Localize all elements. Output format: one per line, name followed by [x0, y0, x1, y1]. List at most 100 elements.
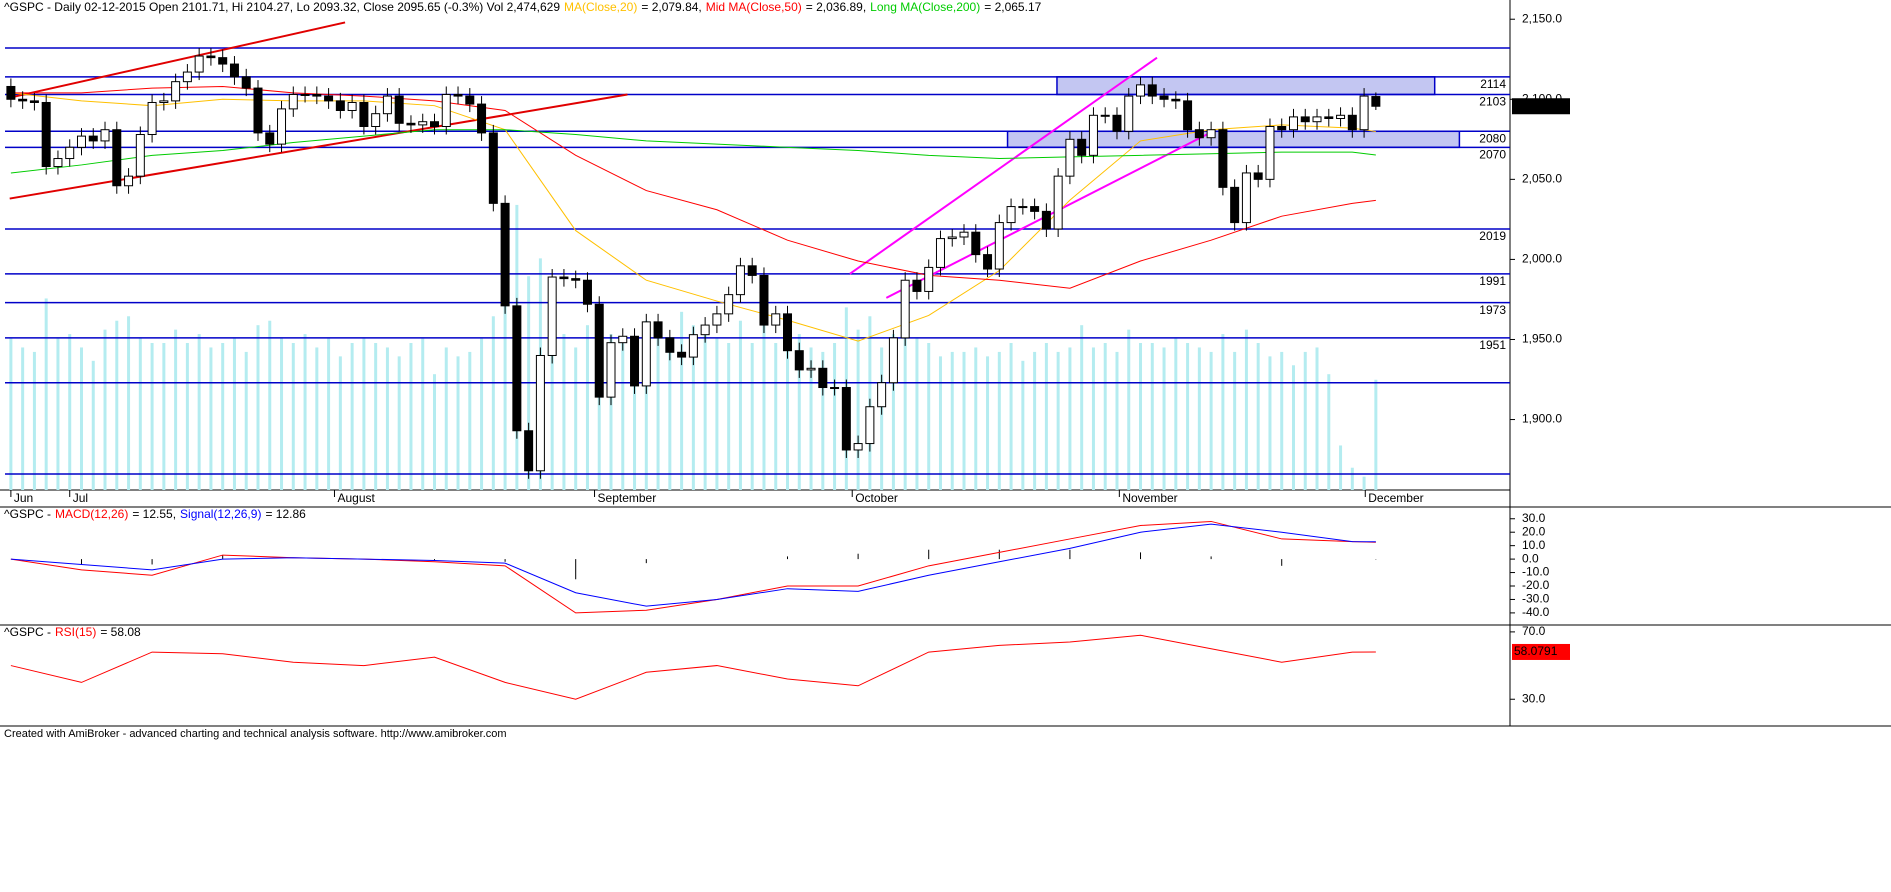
volume-bar — [997, 351, 1001, 490]
candle-body — [1124, 95, 1134, 132]
candle-body — [665, 337, 675, 353]
volume-bar — [1350, 467, 1354, 490]
candle-body — [241, 76, 251, 89]
level-label: 2114 — [1480, 77, 1506, 91]
y-tick-label: -20.0 — [1522, 578, 1550, 592]
candle-body — [606, 342, 616, 398]
panel-title: ^GSPC - — [4, 625, 51, 639]
x-tick-label: Jun — [14, 491, 33, 505]
candle-body — [959, 231, 969, 238]
level-label: 1951 — [1479, 338, 1506, 352]
candle-body — [1147, 84, 1157, 97]
y-tick-label: 2,100.0 — [1522, 91, 1562, 105]
volume-bar — [644, 320, 648, 490]
y-tick-label: 70.0 — [1522, 624, 1546, 638]
last-value-box — [1512, 643, 1570, 660]
volume-bar — [574, 347, 578, 490]
candle-body — [312, 93, 322, 97]
volume-bar — [350, 343, 354, 490]
volume-bar — [1221, 334, 1225, 490]
candle-body — [935, 238, 945, 268]
candle-body — [477, 103, 487, 134]
volume-bar — [491, 316, 495, 490]
footer: Created with AmiBroker - advanced charti… — [4, 728, 507, 740]
candle-body — [453, 93, 463, 97]
volume-bar — [880, 347, 884, 490]
candle-body — [1324, 116, 1334, 119]
candle-body — [1312, 116, 1322, 123]
volume-bar — [1197, 347, 1201, 490]
candle-body — [994, 222, 1004, 270]
candle-body — [1194, 129, 1204, 139]
volume-bar — [915, 338, 919, 490]
candle-body — [724, 294, 734, 315]
volume-bar — [1115, 351, 1119, 490]
candle-body — [500, 202, 510, 307]
candle-body — [582, 279, 592, 305]
candle-body — [88, 135, 98, 142]
candle-body — [971, 231, 981, 256]
volume-bar — [1150, 343, 1154, 490]
volume-bar — [1209, 351, 1213, 490]
candle-body — [229, 63, 239, 78]
legend-value: = 2,079.84, — [641, 0, 701, 14]
candle-body — [571, 278, 581, 281]
indicator-line — [10, 129, 1376, 174]
volume-bar — [903, 325, 907, 490]
volume-bar — [9, 338, 13, 490]
legend-value: = 2,065.17 — [984, 0, 1041, 14]
candle-body — [335, 100, 345, 111]
volume-bar — [174, 329, 178, 490]
volume-bar — [727, 343, 731, 490]
candle-body — [465, 95, 475, 105]
candle-body — [1336, 114, 1346, 119]
trendline — [9, 21, 346, 99]
volume-bar — [1268, 356, 1272, 490]
volume-bar — [1044, 343, 1048, 490]
legend-name: MA(Close,20) — [564, 0, 637, 14]
panel-header: ^GSPC - RSI(15) = 58.08 — [4, 625, 141, 639]
candle-body — [912, 279, 922, 292]
volume-bar — [891, 334, 895, 490]
volume-bar — [138, 338, 142, 490]
y-tick-label: 10.0 — [1522, 538, 1546, 552]
level-label: 2080 — [1479, 131, 1506, 145]
y-tick-label: 2,150.0 — [1522, 11, 1562, 25]
candle-body — [1065, 138, 1075, 177]
volume-bar — [927, 343, 931, 490]
candle-body — [1277, 126, 1287, 131]
zone — [1006, 130, 1461, 149]
candle-body — [947, 236, 957, 240]
candle-body — [277, 108, 287, 145]
volume-bar — [633, 347, 637, 490]
candle-body — [759, 274, 769, 326]
candle-body — [1088, 114, 1098, 156]
candle-body — [1371, 96, 1381, 107]
candle-body — [1265, 126, 1275, 180]
candle-body — [1171, 98, 1181, 102]
volume-bar — [585, 325, 589, 490]
volume-bar — [715, 338, 719, 490]
volume-bar — [44, 298, 48, 490]
level-label: 1991 — [1479, 274, 1506, 288]
candle-body — [1300, 116, 1310, 123]
candle-body — [65, 146, 75, 160]
x-tick-label: September — [598, 491, 657, 505]
volume-bar — [221, 343, 225, 490]
candle-body — [924, 266, 934, 292]
volume-bar — [703, 329, 707, 490]
candle-body — [783, 313, 793, 352]
candle-body — [1100, 114, 1110, 117]
volume-bar — [786, 338, 790, 490]
volume-bar — [68, 334, 72, 490]
volume-bar — [56, 338, 60, 490]
candle-body — [806, 367, 816, 371]
volume-bar — [962, 351, 966, 490]
volume-bar — [162, 343, 166, 490]
indicator-line — [10, 523, 1376, 607]
volume-bar — [1374, 379, 1378, 490]
candle-body — [429, 121, 439, 128]
candle-body — [535, 354, 545, 472]
volume-bar — [950, 351, 954, 490]
volume-bar — [397, 356, 401, 490]
